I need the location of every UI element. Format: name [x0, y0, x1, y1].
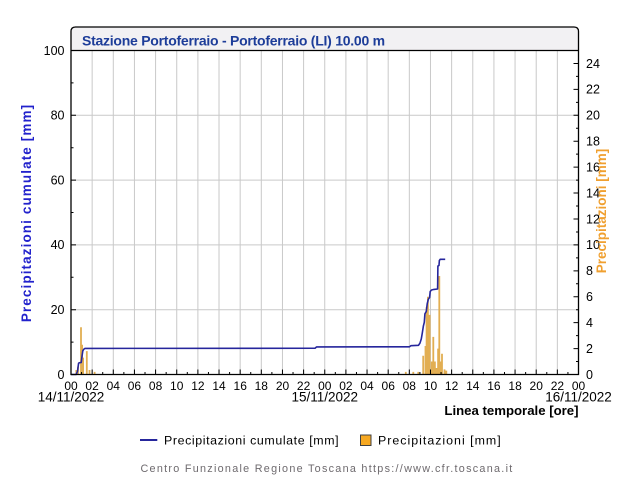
svg-text:16: 16 — [234, 379, 248, 393]
svg-text:16: 16 — [586, 160, 600, 174]
svg-text:40: 40 — [51, 238, 65, 252]
svg-text:Linea temporale [ore]: Linea temporale [ore] — [444, 403, 578, 418]
svg-text:4: 4 — [586, 316, 593, 330]
svg-text:18: 18 — [255, 379, 269, 393]
svg-text:80: 80 — [51, 109, 65, 123]
svg-text:16/11/2022: 16/11/2022 — [545, 390, 612, 405]
svg-text:10: 10 — [424, 379, 438, 393]
svg-text:Precipitazioni [mm]: Precipitazioni [mm] — [378, 433, 502, 447]
svg-text:22: 22 — [551, 379, 565, 393]
svg-text:00: 00 — [64, 379, 78, 393]
svg-text:04: 04 — [360, 379, 374, 393]
svg-text:100: 100 — [44, 44, 65, 58]
svg-text:02: 02 — [85, 379, 99, 393]
svg-text:16: 16 — [487, 379, 501, 393]
svg-text:Precipitazioni [mm]: Precipitazioni [mm] — [594, 149, 609, 274]
svg-text:18: 18 — [508, 379, 522, 393]
svg-text:20: 20 — [51, 303, 65, 317]
svg-text:15/11/2022: 15/11/2022 — [292, 390, 359, 405]
svg-text:20: 20 — [586, 109, 600, 123]
svg-text:Centro Funzionale Regione Tosc: Centro Funzionale Regione Toscana https:… — [140, 463, 513, 475]
svg-text:14/11/2022: 14/11/2022 — [38, 390, 105, 405]
svg-text:20: 20 — [530, 379, 544, 393]
svg-text:08: 08 — [403, 379, 417, 393]
svg-text:02: 02 — [339, 379, 353, 393]
svg-text:14: 14 — [466, 379, 480, 393]
svg-text:14: 14 — [586, 186, 600, 200]
svg-text:00: 00 — [318, 379, 332, 393]
svg-text:14: 14 — [212, 379, 226, 393]
svg-text:12: 12 — [445, 379, 459, 393]
svg-text:20: 20 — [276, 379, 290, 393]
svg-text:06: 06 — [128, 379, 142, 393]
svg-text:10: 10 — [170, 379, 184, 393]
svg-text:22: 22 — [586, 83, 600, 97]
svg-text:10: 10 — [586, 238, 600, 252]
svg-text:04: 04 — [107, 379, 121, 393]
svg-text:0: 0 — [586, 368, 593, 382]
svg-text:6: 6 — [586, 290, 593, 304]
svg-text:24: 24 — [586, 57, 600, 71]
svg-text:06: 06 — [382, 379, 396, 393]
svg-text:8: 8 — [586, 264, 593, 278]
svg-text:00: 00 — [572, 379, 586, 393]
svg-text:08: 08 — [149, 379, 163, 393]
svg-text:22: 22 — [297, 379, 311, 393]
svg-text:12: 12 — [191, 379, 205, 393]
svg-text:18: 18 — [586, 135, 600, 149]
svg-text:Precipitazioni cumulate [mm]: Precipitazioni cumulate [mm] — [164, 433, 339, 447]
svg-text:2: 2 — [586, 342, 593, 356]
svg-text:0: 0 — [58, 368, 65, 382]
svg-text:Stazione Portoferraio - Portof: Stazione Portoferraio - Portoferraio (LI… — [82, 33, 385, 49]
svg-text:60: 60 — [51, 173, 65, 187]
svg-text:Precipitazioni cumulate [mm]: Precipitazioni cumulate [mm] — [19, 104, 34, 322]
svg-text:12: 12 — [586, 212, 600, 226]
